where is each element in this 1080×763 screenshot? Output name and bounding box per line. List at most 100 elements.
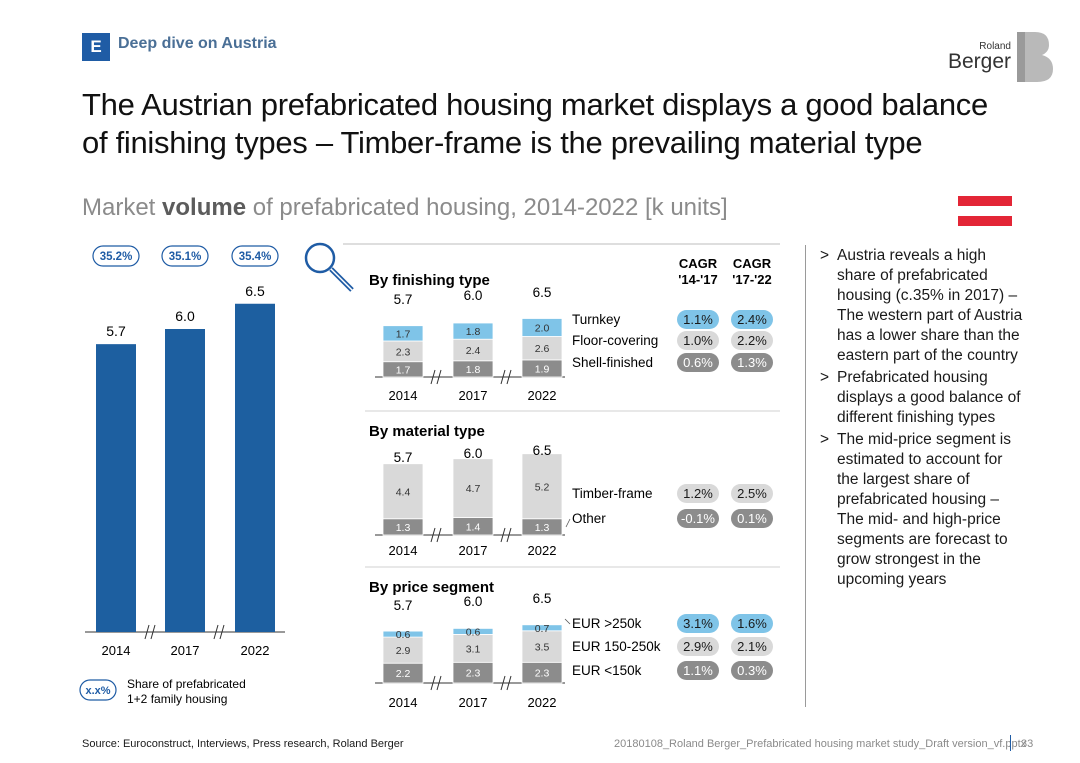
finishing-total-2022: 6.5 (533, 285, 552, 300)
price-total-2022: 6.5 (533, 591, 552, 606)
finishing-seglabel-1-2017: 2.4 (466, 345, 481, 357)
total-value-2014: 5.7 (106, 323, 126, 339)
price-seg-2-2017 (452, 628, 494, 635)
price-xlabel-2017: 2017 (459, 695, 488, 710)
chart-subtitle: Market volume of prefabricated housing, … (82, 194, 728, 221)
finishing-seg-2-2022 (521, 318, 563, 337)
share-badge-2017 (161, 245, 209, 267)
price-cagr-1-0: 2.9% (683, 639, 713, 654)
finishing-cagr-pill-1-1 (731, 331, 773, 350)
price-seglabel-1-2022: 3.5 (535, 642, 550, 654)
price-series-label-1: EUR 150-250k (572, 639, 661, 654)
finishing-series-label-0: Shell-finished (572, 355, 653, 370)
material-cagr-pill-1-1 (731, 484, 773, 503)
finishing-seglabel-2-2014: 1.7 (396, 328, 411, 340)
section-label: Deep dive on Austria (118, 35, 277, 52)
price-cagr-pill-1-1 (731, 637, 773, 656)
material-title: By material type (369, 423, 485, 440)
price-high-leader (564, 618, 571, 625)
total-axis-break-2-a (213, 624, 219, 640)
share-badge-2022 (231, 245, 279, 267)
price-seglabel-2-2017: 0.6 (466, 626, 481, 638)
finishing-seglabel-1-2014: 2.3 (396, 346, 411, 358)
share-label-2017: 35.1% (169, 251, 202, 263)
finishing-seglabel-0-2014: 1.7 (396, 364, 411, 376)
total-bar-2014 (96, 344, 136, 632)
material-total-2017: 6.0 (464, 446, 483, 461)
price-cagr-pill-0-0 (677, 661, 719, 680)
finishing-cagr-0-1: 1.3% (737, 355, 767, 370)
finishing-seglabel-0-2022: 1.9 (535, 363, 550, 375)
total-axis-break-1-a (144, 624, 150, 640)
material-cagr-1-0: 1.2% (683, 486, 713, 501)
price-seg-1-2014 (382, 636, 424, 664)
finishing-cagr-pill-0-1 (731, 353, 773, 372)
finishing-series-label-1: Floor-covering (572, 333, 658, 348)
total-xlabel-2022: 2022 (241, 643, 270, 658)
total-value-2017: 6.0 (175, 308, 195, 324)
material-seglabel-1-2017: 4.7 (466, 483, 481, 495)
finishing-seglabel-1-2022: 2.6 (535, 343, 550, 355)
price-seglabel-0-2014: 2.2 (396, 668, 411, 680)
price-seglabel-1-2014: 2.9 (396, 645, 411, 657)
material-axis-break-1-a (430, 527, 436, 543)
total-axis-break-1-b (150, 624, 156, 640)
price-cagr-pill-1-0 (677, 637, 719, 656)
price-seglabel-2-2014: 0.6 (396, 629, 411, 641)
price-total-2017: 6.0 (464, 594, 483, 609)
source-note: Source: Euroconstruct, Interviews, Press… (82, 738, 404, 750)
legend-symbol: x.x% (85, 685, 110, 697)
cagr-header-2-line1: CAGR (733, 256, 772, 271)
material-seglabel-0-2017: 1.4 (466, 521, 481, 533)
price-cagr-1-1: 2.1% (737, 639, 767, 654)
price-seglabel-2-2022: 0.7 (535, 623, 550, 635)
finishing-title: By finishing type (369, 272, 490, 289)
section-badge: E (82, 33, 110, 61)
material-seglabel-1-2014: 4.4 (396, 486, 411, 498)
cagr-header-2-line2: '17-'22 (732, 272, 771, 287)
finishing-seg-2-2017 (452, 322, 494, 340)
price-series-label-0: EUR <150k (572, 663, 642, 678)
austria-flag-icon (958, 196, 1012, 226)
price-series-label-2: EUR >250k (572, 616, 642, 631)
cagr-header-1-line1: CAGR (679, 256, 718, 271)
notes-panel: Austria reveals a high share of prefabri… (818, 246, 1023, 592)
finishing-cagr-pill-2-1 (731, 310, 773, 329)
share-legend: x.x% Share of prefabricated 1+2 family h… (79, 677, 246, 706)
price-seglabel-0-2017: 2.3 (466, 668, 481, 680)
finishing-axis-break-2-a (500, 369, 506, 385)
material-axis-break-2-b (506, 527, 512, 543)
price-seg-2-2014 (382, 630, 424, 638)
finishing-axis-break-2-b (506, 369, 512, 385)
total-xlabel-2014: 2014 (102, 643, 131, 658)
finishing-axis-break-1-a (430, 369, 436, 385)
legend-text-line2: 1+2 family housing (127, 692, 227, 706)
finishing-cagr-1-0: 1.0% (683, 333, 713, 348)
price-seglabel-1-2017: 3.1 (466, 643, 481, 655)
material-cagr-0-0: -0.1% (681, 511, 715, 526)
price-cagr-0-0: 1.1% (683, 663, 713, 678)
total-bar-2017 (165, 329, 205, 632)
price-total-2014: 5.7 (394, 598, 413, 613)
material-seglabel-1-2022: 5.2 (535, 481, 550, 493)
material-axis-break-1-b (436, 527, 442, 543)
price-seg-1-2022 (521, 630, 563, 663)
price-cagr-pill-0-1 (731, 661, 773, 680)
material-seglabel-0-2022: 1.3 (535, 522, 550, 534)
price-axis-break-2-b (506, 675, 512, 691)
total-xlabel-2017: 2017 (171, 643, 200, 658)
price-cagr-0-1: 0.3% (737, 663, 767, 678)
finishing-seg-2-2014 (382, 325, 424, 342)
share-label-2022: 35.4% (239, 251, 272, 263)
page-title: The Austrian prefabricated housing marke… (82, 87, 988, 160)
price-seg-2-2022 (521, 624, 563, 632)
finishing-seglabel-0-2017: 1.8 (466, 364, 481, 376)
material-other-leader (565, 518, 571, 528)
material-total-2022: 6.5 (533, 443, 552, 458)
finishing-xlabel-2014: 2014 (389, 388, 418, 403)
material-axis-break-2-a (500, 527, 506, 543)
price-seglabel-0-2022: 2.3 (535, 668, 550, 680)
material-total-2014: 5.7 (394, 450, 413, 465)
cagr-header-1-line2: '14-'17 (678, 272, 717, 287)
total-bar-2022 (235, 303, 275, 632)
